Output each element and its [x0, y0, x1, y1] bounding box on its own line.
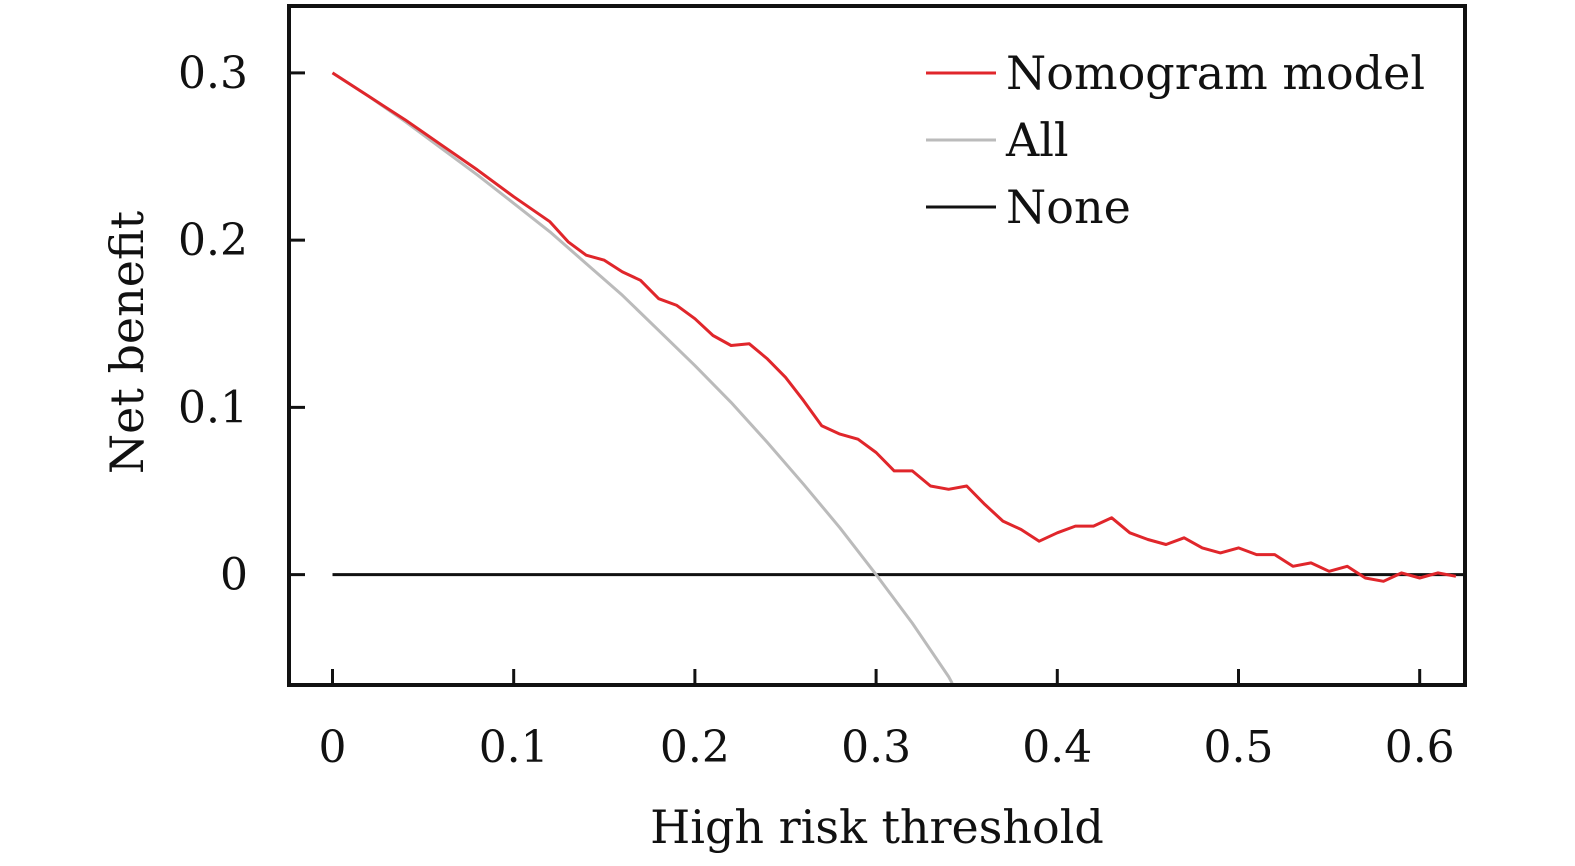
- x-tick-label: 0.6: [1385, 722, 1455, 773]
- legend: Nomogram model All None: [926, 46, 1425, 234]
- plot-frame: [287, 4, 1467, 687]
- y-tick-label: 0.1: [178, 382, 248, 433]
- y-tick-label: 0.2: [178, 215, 248, 266]
- legend-label-none: None: [1006, 180, 1131, 234]
- x-tick-label: 0.4: [1022, 722, 1092, 773]
- y-tick-label: 0: [220, 550, 248, 601]
- y-axis-title: Net benefit: [100, 210, 154, 474]
- x-tick-label: 0.2: [660, 722, 730, 773]
- x-tick-label: 0.3: [841, 722, 911, 773]
- x-tick-label: 0.1: [479, 722, 549, 773]
- x-tick-label: 0: [318, 722, 346, 773]
- x-tick-label: 0.5: [1204, 722, 1274, 773]
- legend-label-all: All: [1005, 113, 1069, 167]
- legend-label-nomogram-model: Nomogram model: [1006, 46, 1425, 100]
- x-axis-title: High risk threshold: [650, 800, 1104, 854]
- series-line-nomogram-model: [331, 71, 1457, 583]
- y-tick-label: 0.3: [178, 48, 248, 99]
- plot-lines: [331, 71, 1465, 685]
- series-line-all: [331, 71, 954, 685]
- axis-ticks: 0 0.1 0.2 0.3 0.4 0.5 0.6 0 0.1 0.2 0.3: [178, 48, 1455, 773]
